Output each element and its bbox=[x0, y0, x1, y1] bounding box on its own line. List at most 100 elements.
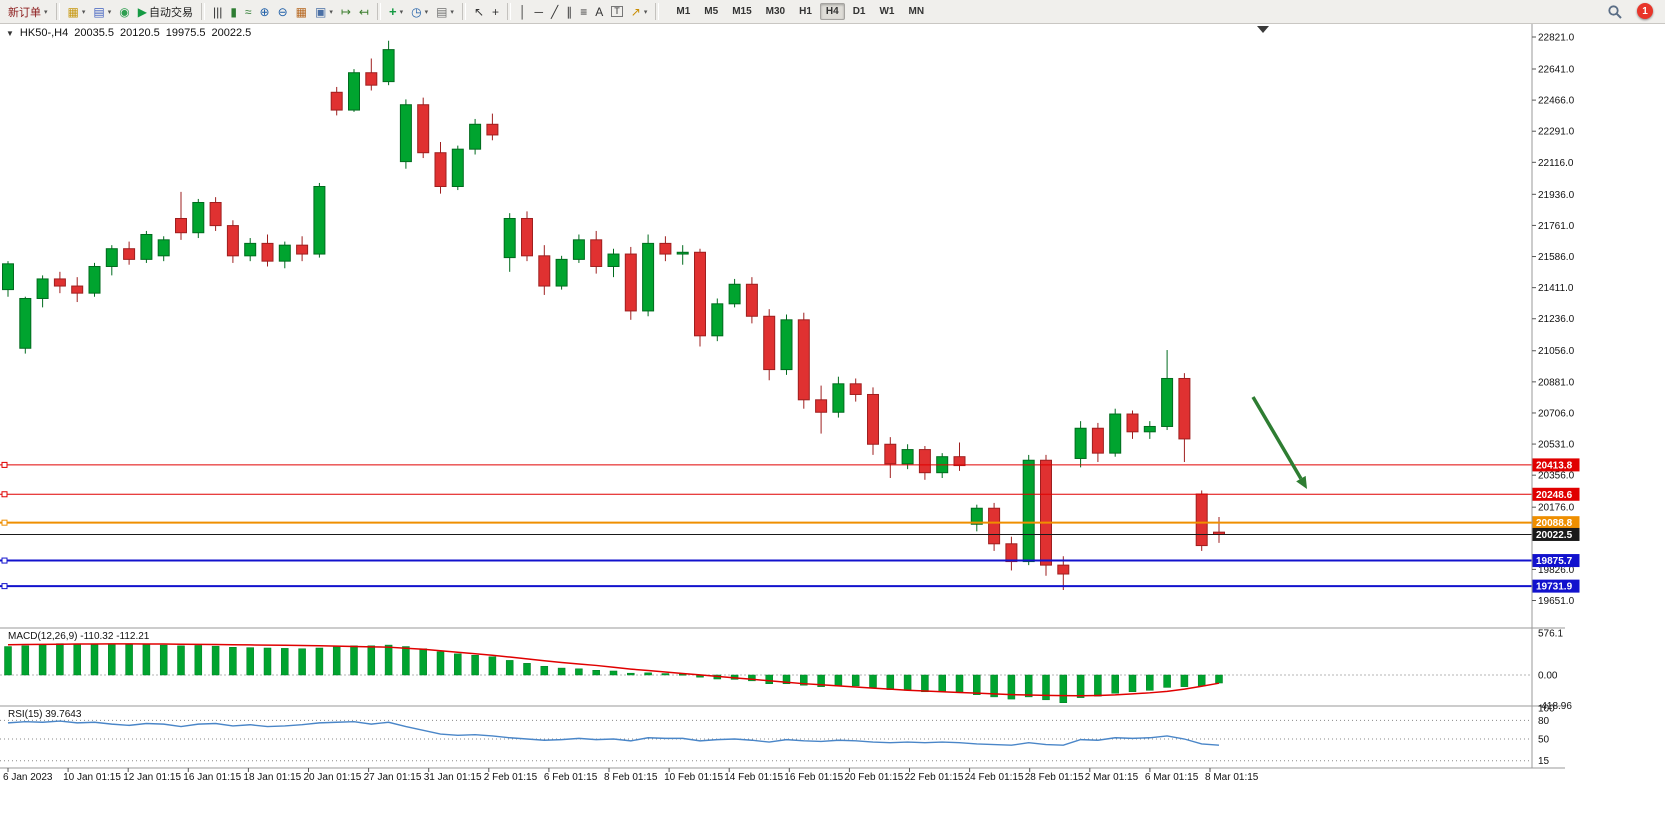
fibonacci-icon: ≡ bbox=[580, 4, 588, 19]
crosshair-icon[interactable]: + bbox=[488, 1, 503, 23]
toolbar-separator bbox=[55, 3, 60, 20]
macd-bar bbox=[575, 668, 583, 676]
line-chart-icon[interactable]: ≈ bbox=[241, 1, 256, 23]
macd-bar bbox=[644, 672, 652, 676]
candle-body bbox=[901, 449, 914, 465]
candle-body bbox=[278, 244, 291, 262]
text-label-icon[interactable]: T bbox=[607, 1, 627, 23]
timeframe-h4-button[interactable]: H4 bbox=[819, 3, 845, 20]
chart-shift-marker[interactable] bbox=[1257, 26, 1269, 33]
profiles-icon[interactable]: ▤ ▾ bbox=[89, 1, 115, 23]
new-chart-icon[interactable]: ▦ ▾ bbox=[64, 1, 90, 23]
rsi-line bbox=[7, 720, 1220, 746]
svg-text:19731.9: 19731.9 bbox=[1536, 582, 1573, 593]
line-handle[interactable] bbox=[1, 557, 8, 564]
timeframe-d1-button[interactable]: D1 bbox=[852, 6, 866, 17]
cursor-icon[interactable]: ↖ bbox=[470, 1, 488, 23]
ohlc-close: 20022.5 bbox=[211, 27, 252, 39]
macd-bar bbox=[38, 644, 47, 676]
templates-icon[interactable]: ▤ ▾ bbox=[432, 1, 458, 23]
macd-bar bbox=[315, 647, 324, 676]
arrange-charts-icon: ▣ bbox=[314, 4, 327, 19]
vertical-line-icon[interactable]: │ bbox=[515, 1, 531, 23]
trendline-icon[interactable]: ╱ bbox=[547, 1, 562, 23]
price-axis-label: 20881.0 bbox=[1538, 377, 1575, 388]
channel-icon: ∥ bbox=[566, 4, 573, 19]
macd-bar bbox=[1163, 674, 1171, 688]
scroll-to-end-icon[interactable]: ↦ bbox=[337, 1, 355, 23]
time-axis-label: 12 Jan 01:15 bbox=[123, 772, 181, 783]
zoom-out-icon[interactable]: ⊖ bbox=[274, 1, 292, 23]
toolbar-buttons: 新订单 ▾ ▦ ▾ ▤ ▾ ◉ ▶ 自动交易 ||| ▮ ≈ ⊕ ⊖ ▦ ▣ ▾ ↦ ↤ + ▾ ◷ ▾ ▤ ▾ ↖ + │ ─ ╱ ∥ ≡ A… bbox=[4, 1, 663, 23]
timeframe-m1-button[interactable]: M1 bbox=[676, 6, 691, 17]
dropdown-caret-icon: ▾ bbox=[329, 8, 333, 16]
candlestick-chart-icon[interactable]: ▮ bbox=[226, 1, 241, 23]
text-label-icon: T bbox=[611, 5, 623, 18]
candle-body bbox=[192, 201, 205, 234]
fibonacci-icon[interactable]: ≡ bbox=[576, 1, 591, 23]
macd-bar bbox=[332, 646, 341, 676]
text-icon: A bbox=[595, 4, 604, 19]
trend-arrow-annotation[interactable] bbox=[1251, 396, 1303, 480]
candle-body bbox=[1161, 377, 1174, 427]
macd-scale-label: -418.96 bbox=[1538, 701, 1572, 712]
timeframe-mn-button[interactable]: MN bbox=[908, 6, 925, 17]
macd-bar bbox=[194, 645, 203, 676]
channel-icon[interactable]: ∥ bbox=[562, 1, 576, 23]
candle-body bbox=[728, 283, 741, 305]
timeframe-m5-button[interactable]: M5 bbox=[704, 6, 719, 17]
time-axis-label: 22 Feb 01:15 bbox=[905, 772, 964, 783]
candle-body bbox=[538, 255, 551, 287]
line-handle[interactable] bbox=[1, 519, 8, 526]
indicators-icon[interactable]: + ▾ bbox=[385, 1, 407, 23]
auto-trading-button[interactable]: ▶ 自动交易 bbox=[134, 1, 197, 23]
timeframe-m30-button[interactable]: M30 bbox=[765, 6, 786, 17]
line-handle[interactable] bbox=[1, 491, 8, 498]
candle-body bbox=[365, 72, 378, 86]
notification-badge[interactable]: 1 bbox=[1637, 3, 1653, 19]
candle-body bbox=[503, 217, 516, 259]
macd-bar bbox=[938, 674, 946, 693]
line-handle[interactable] bbox=[1, 583, 8, 590]
time-axis-label: 2 Mar 01:15 bbox=[1085, 772, 1139, 783]
candle-body bbox=[1109, 413, 1122, 454]
macd-bar bbox=[1076, 674, 1085, 698]
timeframe-m15-button[interactable]: M15 bbox=[732, 6, 752, 17]
candle-body bbox=[1178, 377, 1191, 440]
macd-scale-label: 576.1 bbox=[1538, 628, 1563, 639]
price-tag: 19731.9 bbox=[1532, 579, 1580, 593]
candle-body bbox=[175, 217, 187, 234]
periods-icon[interactable]: ◷ ▾ bbox=[407, 1, 432, 23]
macd-bar bbox=[1180, 674, 1189, 687]
tile-windows-icon[interactable]: ▦ bbox=[292, 1, 311, 23]
candle-body bbox=[399, 104, 412, 163]
time-axis-label: 24 Feb 01:15 bbox=[965, 772, 1024, 783]
macd-bar bbox=[592, 670, 600, 676]
macd-indicator-label: MACD(12,26,9) -110.32 -112.21 bbox=[8, 631, 150, 642]
zoom-in-icon[interactable]: ⊕ bbox=[256, 1, 274, 23]
toolbar-separator bbox=[376, 3, 381, 20]
macd-bar bbox=[886, 674, 895, 690]
macd-bar bbox=[90, 644, 99, 676]
price-tag: 20088.8 bbox=[1532, 516, 1580, 530]
candle-body bbox=[261, 242, 274, 262]
new-order-button[interactable]: 新订单 ▾ bbox=[4, 1, 52, 23]
bar-chart-icon[interactable]: ||| bbox=[209, 1, 226, 23]
timeframe-h1-button[interactable]: H1 bbox=[799, 6, 812, 17]
horizontal-line-icon: ─ bbox=[534, 4, 544, 19]
line-handle[interactable] bbox=[1, 461, 8, 468]
timeframe-w1-button[interactable]: W1 bbox=[879, 6, 895, 17]
horizontal-line-icon[interactable]: ─ bbox=[531, 1, 548, 23]
templates-icon: ▤ bbox=[436, 4, 448, 19]
macd-bar bbox=[1059, 674, 1068, 703]
arrows-icon[interactable]: ↗ ▾ bbox=[627, 1, 652, 23]
arrange-charts-icon[interactable]: ▣ ▾ bbox=[311, 1, 337, 23]
new-order-button-label: 新订单 bbox=[8, 6, 41, 19]
time-axis-label: 28 Feb 01:15 bbox=[1025, 772, 1084, 783]
search-icon[interactable] bbox=[1607, 4, 1623, 20]
chart-shift-icon[interactable]: ↤ bbox=[355, 1, 373, 23]
data-window-icon[interactable]: ◉ bbox=[115, 1, 133, 23]
symbol-collapse-icon[interactable]: ▼ bbox=[6, 28, 14, 38]
time-axis-label: 18 Jan 01:15 bbox=[243, 772, 301, 783]
text-icon[interactable]: A bbox=[591, 1, 607, 23]
